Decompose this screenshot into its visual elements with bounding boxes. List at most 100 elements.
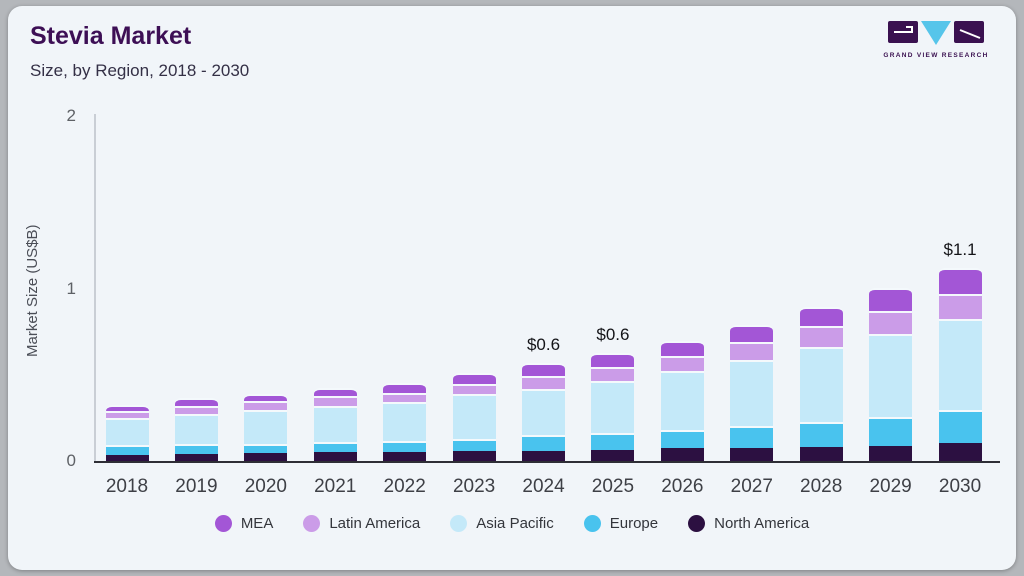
bar-2026: [660, 340, 704, 461]
bar-2027: [730, 324, 774, 461]
bar-segment-asia-pacific: [730, 360, 774, 426]
x-tick-2018: 2018: [105, 476, 149, 497]
bar-2023: [452, 373, 496, 461]
bar-segment-europe: [522, 435, 566, 451]
bar-segment-mea: [591, 352, 635, 368]
legend-label-europe: Europe: [609, 515, 659, 532]
x-tick-2023: 2023: [452, 476, 496, 497]
bar-segment-mea: [105, 405, 149, 412]
x-tick-2024: 2024: [522, 476, 565, 497]
bar-segment-north-america: [591, 449, 635, 461]
gvr-logo-icon: [888, 21, 984, 45]
bar-segment-europe: [869, 416, 913, 446]
bar-segment-asia-pacific: [244, 409, 288, 444]
bar-2022: [383, 382, 427, 461]
bar-segment-north-america: [938, 443, 982, 461]
legend-label-mea: MEA: [240, 515, 274, 532]
bar-segment-mea: [313, 387, 357, 397]
legend-dot-latin-america: [303, 515, 321, 532]
bar-segment-europe: [105, 445, 149, 455]
legend: MEA Latin America Asia Pacific Europe North …: [8, 515, 1016, 532]
legend-item-asia-pacific: Asia Pacific: [450, 515, 554, 532]
x-tick-2026: 2026: [661, 476, 704, 497]
bar-segment-mea: [730, 324, 774, 342]
legend-label-north-america: North America: [714, 515, 810, 532]
bar-segment-europe: [938, 409, 982, 444]
legend-dot-mea: [214, 515, 232, 532]
bar-segment-mea: [799, 306, 843, 327]
bar-segment-asia-pacific: [938, 318, 982, 410]
bar-segment-europe: [174, 444, 218, 455]
bar-segment-latin-america: [938, 294, 982, 319]
bar-value-label-2030: $1.1: [943, 239, 977, 259]
bar-segment-latin-america: [522, 375, 566, 389]
x-tick-2022: 2022: [383, 476, 426, 497]
bar-segment-latin-america: [869, 311, 913, 334]
bar-segment-asia-pacific: [660, 370, 704, 430]
bar-segment-europe: [383, 440, 427, 452]
bar-segment-latin-america: [660, 356, 704, 371]
legend-dot-europe: [583, 515, 601, 532]
bar-segment-europe: [591, 433, 635, 450]
bar-segment-asia-pacific: [383, 401, 427, 441]
bar-segment-north-america: [799, 447, 843, 461]
legend-label-asia-pacific: Asia Pacific: [476, 515, 554, 532]
bar-segment-latin-america: [105, 411, 149, 419]
bar-segment-asia-pacific: [174, 413, 218, 445]
bar-segment-mea: [660, 340, 704, 357]
legend-dot-asia-pacific: [450, 515, 468, 532]
x-tick-2027: 2027: [730, 476, 773, 497]
bar-2030: [938, 267, 982, 461]
bar-segment-latin-america: [591, 367, 635, 381]
bar-segment-europe: [313, 442, 357, 453]
bar-segment-latin-america: [452, 384, 496, 394]
bar-segment-asia-pacific: [313, 405, 357, 443]
bar-segment-latin-america: [799, 326, 843, 348]
bar-segment-mea: [174, 398, 218, 406]
y-tick-0: 0: [66, 451, 76, 470]
bar-segment-north-america: [730, 447, 774, 461]
bar-segment-asia-pacific: [452, 393, 496, 440]
bar-value-label-2024: $0.6: [526, 335, 561, 355]
bar-segment-mea: [869, 287, 913, 312]
gvr-logo-text: GRAND VIEW RESEARCH: [883, 52, 989, 59]
bar-segment-latin-america: [174, 406, 218, 414]
legend-item-europe: Europe: [583, 515, 659, 532]
bar-segment-asia-pacific: [869, 333, 913, 417]
legend-label-latin-america: Latin America: [329, 515, 421, 532]
bar-segment-europe: [244, 443, 288, 454]
bar-2028: [799, 306, 843, 461]
legend-item-north-america: North America: [688, 515, 809, 532]
bar-segment-mea: [452, 373, 496, 385]
chart-card: Stevia Market Size, by Region, 2018 - 20…: [8, 6, 1016, 570]
bar-segment-asia-pacific: [522, 388, 566, 436]
x-tick-2029: 2029: [869, 476, 912, 497]
y-tick-1: 1: [66, 278, 76, 298]
bar-segment-north-america: [383, 451, 427, 461]
page-subtitle: Size, by Region, 2018 - 2030: [30, 61, 250, 80]
bar-2020: [244, 394, 288, 461]
x-tick-2025: 2025: [591, 476, 635, 497]
bar-segment-mea: [383, 382, 427, 393]
legend-item-mea: MEA: [214, 515, 274, 532]
bar-value-label-2025: $0.6: [596, 324, 630, 344]
x-tick-2021: 2021: [314, 476, 357, 497]
legend-item-latin-america: Latin America: [303, 515, 420, 532]
bar-segment-europe: [660, 429, 704, 449]
bar-segment-asia-pacific: [591, 380, 635, 434]
bar-2025: [591, 352, 635, 461]
page-title: Stevia Market: [30, 22, 192, 50]
bar-2019: [174, 398, 218, 461]
bar-2018: [105, 405, 149, 461]
bar-segment-mea: [522, 363, 566, 376]
x-tick-2020: 2020: [244, 476, 287, 497]
y-axis-title: Market Size (US$B): [24, 224, 41, 358]
plot-area: 2018 2019 2020 2021 2022 2023 2024 $0.6 2025 $0.6…: [94, 114, 1000, 497]
bar-segment-europe: [799, 421, 843, 448]
bar-segment-europe: [452, 439, 496, 451]
x-tick-2019: 2019: [175, 476, 218, 497]
bar-segment-latin-america: [244, 401, 288, 410]
bar-segment-latin-america: [313, 396, 357, 406]
bar-segment-mea: [244, 394, 288, 402]
legend-dot-north-america: [688, 515, 706, 532]
